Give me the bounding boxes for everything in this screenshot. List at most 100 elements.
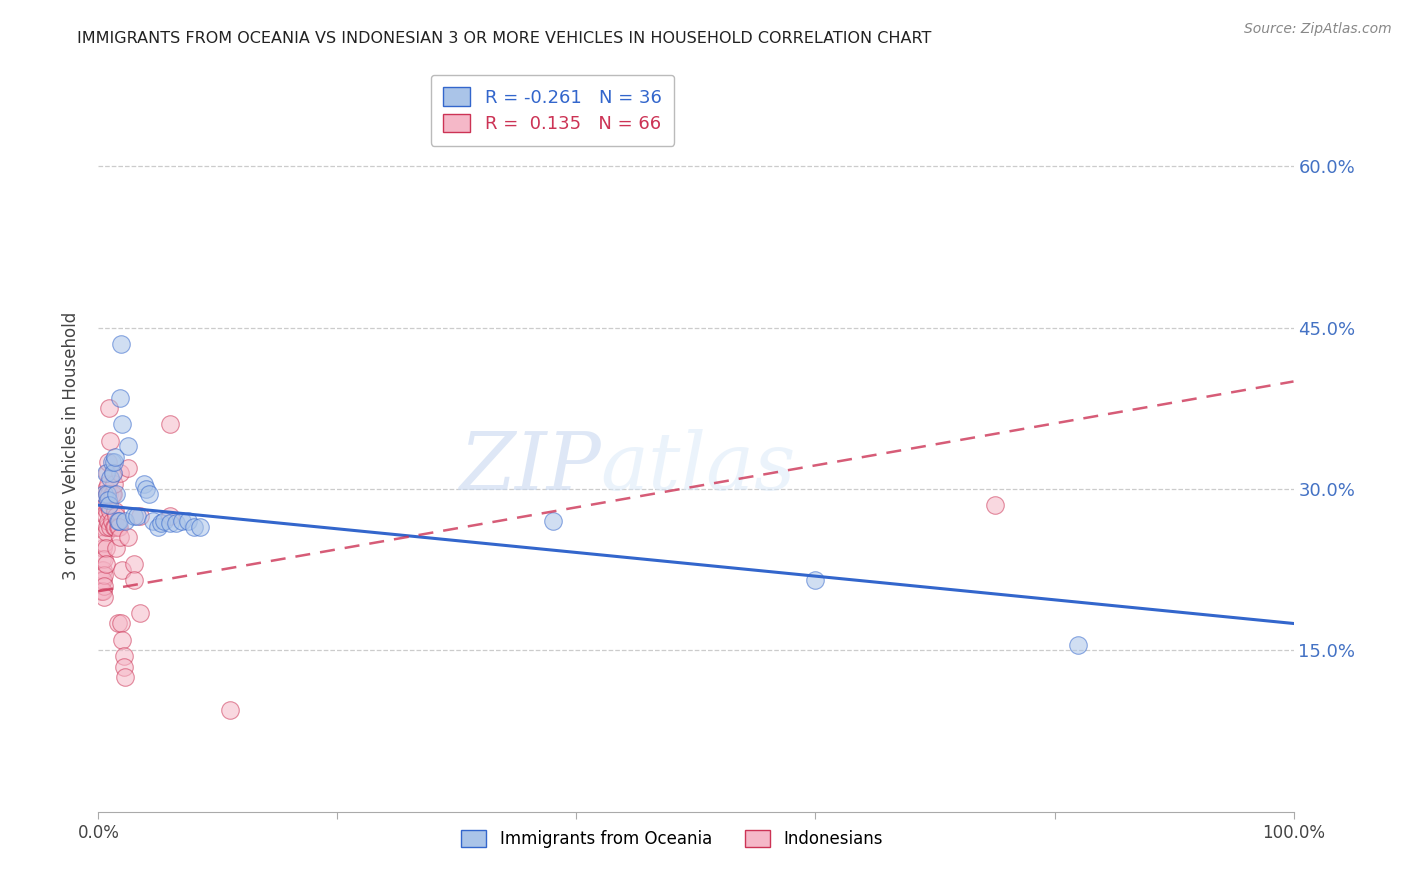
Point [90,563,112,577]
Point [93,487,115,501]
Text: atlas: atlas [600,429,796,507]
Point [117,460,139,475]
Point [94,524,117,539]
Point [94,558,117,572]
Point [219,702,242,716]
Point [103,455,125,469]
Point [129,606,152,620]
Point [110,616,132,631]
Point [129,508,152,523]
Point [94,541,117,556]
Point [541,514,564,528]
Point [93,590,115,604]
Point [94,508,117,523]
Point [96,466,118,480]
Point [104,503,127,517]
Point [183,519,205,533]
Point [107,514,129,528]
Point [110,336,132,351]
Point [804,574,827,588]
Point [96,487,118,501]
Point [107,616,129,631]
Point [94,466,117,480]
Point [149,516,172,531]
Point [188,519,211,533]
Point [96,519,118,533]
Point [105,487,128,501]
Point [111,563,134,577]
Text: Source: ZipAtlas.com: Source: ZipAtlas.com [1244,22,1392,37]
Legend: Immigrants from Oceania, Indonesians: Immigrants from Oceania, Indonesians [454,823,890,855]
Point [104,519,127,533]
Point [132,476,155,491]
Point [108,391,131,405]
Point [98,519,122,533]
Point [107,519,129,533]
Point [98,487,121,501]
Point [114,670,136,684]
Point [159,508,181,523]
Point [98,401,121,416]
Point [124,508,146,523]
Point [98,434,122,448]
Point [97,498,120,512]
Point [105,508,128,523]
Point [91,574,114,588]
Point [94,482,117,496]
Point [103,519,125,533]
Point [101,466,124,480]
Point [101,487,124,501]
Point [91,584,114,599]
Text: IMMIGRANTS FROM OCEANIA VS INDONESIAN 3 OR MORE VEHICLES IN HOUSEHOLD CORRELATIO: IMMIGRANTS FROM OCEANIA VS INDONESIAN 3 … [77,31,932,46]
Point [107,519,129,533]
Point [104,450,127,464]
Point [90,584,112,599]
Text: ZIP: ZIP [458,429,600,507]
Point [101,466,124,480]
Point [138,487,160,501]
Point [100,455,122,469]
Point [91,552,114,566]
Point [93,568,115,582]
Point [165,516,187,531]
Point [98,471,122,485]
Point [112,648,135,663]
Point [91,563,114,577]
Point [91,584,114,599]
Point [148,519,170,533]
Point [91,541,114,556]
Point [105,541,128,556]
Y-axis label: 3 or more Vehicles in Household: 3 or more Vehicles in Household [62,312,80,580]
Point [159,417,181,432]
Point [107,514,129,528]
Point [124,574,146,588]
Point [96,503,118,517]
Point [98,498,121,512]
Point [135,482,157,496]
Point [97,492,120,507]
Point [125,508,148,523]
Point [100,487,122,501]
Point [108,466,131,480]
Point [112,659,135,673]
Point [97,476,120,491]
Point [1067,638,1090,652]
Point [93,536,115,550]
Point [98,503,122,517]
Point [124,558,146,572]
Point [108,530,131,544]
Point [114,514,136,528]
Point [984,498,1007,512]
Point [117,439,139,453]
Point [103,476,125,491]
Point [93,519,115,533]
Point [111,632,134,647]
Point [93,487,115,501]
Point [111,417,134,432]
Point [172,514,194,528]
Point [100,514,122,528]
Point [96,487,118,501]
Point [97,455,120,469]
Point [159,516,181,531]
Point [153,514,176,528]
